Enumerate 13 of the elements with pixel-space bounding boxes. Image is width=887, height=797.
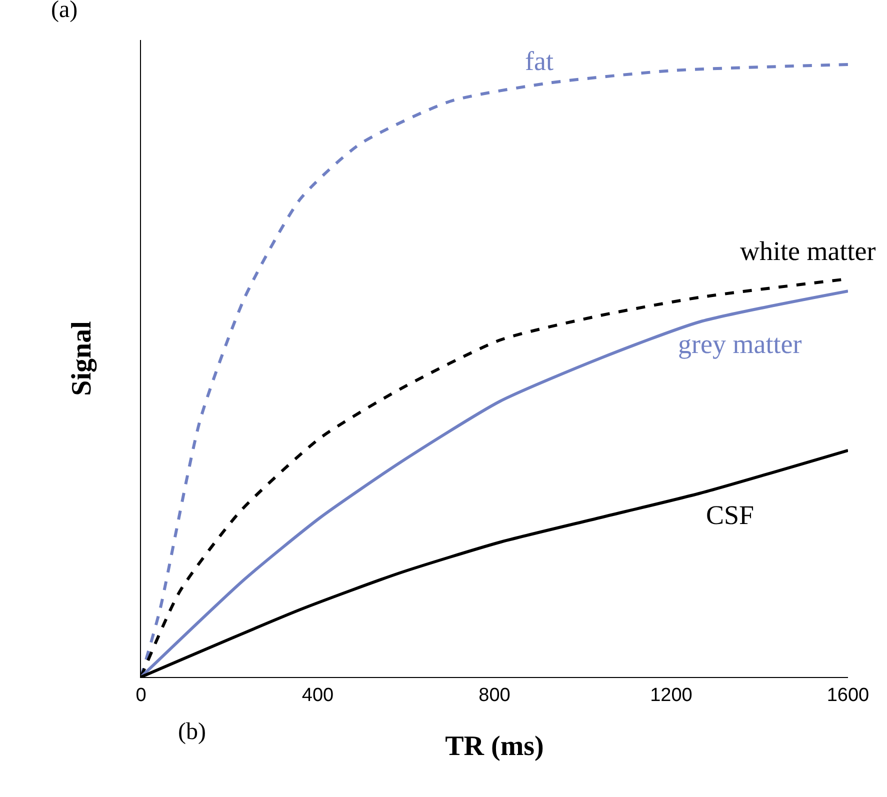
- text: (a): [51, 0, 78, 23]
- series-label: CSF: [706, 500, 754, 530]
- x-tick-label: 400: [302, 684, 334, 706]
- series-label: fat: [525, 46, 554, 76]
- x-tick-label: 800: [478, 684, 510, 706]
- y-axis-title: Signal: [66, 320, 98, 396]
- x-tick-label: 1600: [826, 684, 870, 706]
- series-label: grey matter: [678, 329, 802, 359]
- x-axis-title: TR (ms): [445, 730, 544, 762]
- x-tick-label: 0: [136, 684, 146, 706]
- x-tick-label: 1200: [650, 684, 692, 706]
- text: (b): [178, 719, 206, 745]
- series-label: white matter: [740, 236, 876, 266]
